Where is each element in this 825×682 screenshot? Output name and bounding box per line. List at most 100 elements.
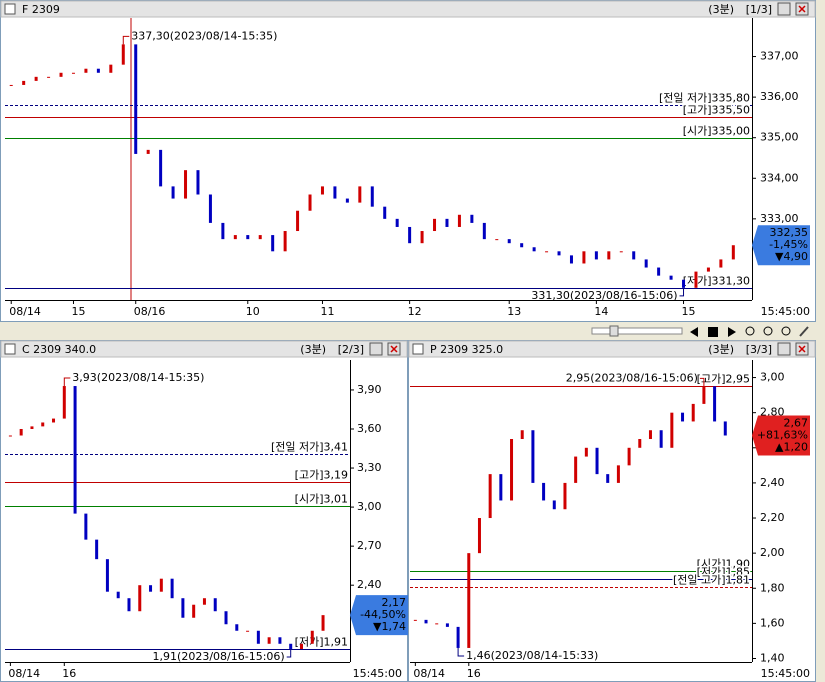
candle	[221, 222, 225, 240]
annotation: 1,91(2023/08/16-15:06)	[153, 650, 285, 663]
candle	[47, 76, 51, 78]
candle	[34, 76, 38, 81]
toolbar	[588, 324, 816, 340]
x-tick-label: 08/16	[134, 305, 166, 318]
reference-label: [전일 저가]335,80	[659, 91, 750, 105]
candle	[159, 149, 163, 187]
annotation-marker	[122, 35, 130, 45]
candle	[246, 235, 250, 240]
x-tick-label: 16	[467, 667, 481, 680]
close-icon	[390, 345, 398, 353]
price-label: 332,35	[770, 226, 809, 239]
annotation: 1,46(2023/08/14-15:33)	[466, 649, 598, 662]
candle	[196, 170, 200, 195]
candle	[333, 186, 337, 199]
reference-label: [전일 저가]3,41	[271, 440, 348, 454]
candle	[59, 72, 63, 77]
reference-label: [시가]3,01	[295, 493, 348, 506]
candle	[532, 247, 536, 252]
end-time-label: 15:45:00	[761, 305, 810, 318]
candle	[607, 251, 611, 260]
scroll-slider[interactable]	[591, 327, 683, 335]
candle	[669, 275, 673, 280]
candle	[256, 630, 260, 644]
settings-button[interactable]	[777, 2, 791, 16]
candle	[208, 194, 212, 223]
candle	[499, 474, 503, 501]
candle	[30, 426, 34, 429]
settings-button[interactable]	[777, 342, 791, 356]
candle	[433, 218, 437, 232]
zoom-reset[interactable]	[781, 326, 791, 336]
candle	[681, 412, 685, 422]
x-tick-label: 13	[507, 305, 521, 318]
annotation: 3,93(2023/08/14-15:35)	[72, 371, 204, 384]
price-box	[752, 225, 810, 266]
candle	[321, 615, 325, 631]
zoom-in[interactable]	[745, 326, 755, 336]
candle	[84, 513, 88, 540]
end-time-label: 15:45:00	[353, 667, 402, 680]
tool-button[interactable]	[799, 326, 809, 337]
candle	[456, 626, 460, 648]
y-tick-label: 3,30	[357, 461, 382, 474]
prev-button[interactable]	[690, 327, 698, 337]
candle	[192, 604, 196, 618]
candle	[644, 259, 648, 268]
x-tick-label: 11	[320, 305, 334, 318]
candle	[95, 539, 99, 560]
y-tick-label: 2,20	[760, 511, 785, 524]
candle	[563, 482, 567, 510]
candle	[457, 214, 461, 227]
end-time-label: 15:45:00	[761, 667, 810, 680]
next-button[interactable]	[728, 327, 736, 337]
candle	[96, 68, 100, 73]
change-pct-label: -1,45%	[769, 238, 808, 251]
change-label: ▼4,90	[775, 250, 808, 263]
x-tick-label: 08/14	[8, 667, 40, 680]
candle	[520, 430, 524, 440]
interval-label: (3분)	[300, 343, 326, 356]
candle	[545, 251, 549, 253]
candle	[146, 149, 150, 154]
candle	[202, 598, 206, 605]
candle	[22, 80, 26, 85]
page-label: [1/3]	[746, 3, 772, 16]
candle	[574, 456, 578, 483]
candle	[184, 170, 188, 199]
chart-title: F 2309	[22, 3, 60, 16]
checkbox[interactable]	[412, 343, 424, 355]
price-box	[752, 415, 810, 456]
candle	[713, 386, 717, 422]
y-tick-label: 337,00	[760, 50, 799, 63]
candle	[731, 245, 735, 260]
candle	[542, 482, 546, 501]
candle	[278, 637, 282, 644]
candle	[424, 619, 428, 624]
annotation: 337,30(2023/08/14-15:35)	[131, 29, 277, 42]
candle	[723, 421, 727, 436]
candle	[267, 637, 271, 644]
candle	[138, 585, 142, 612]
checkbox[interactable]	[4, 3, 16, 15]
candle	[121, 44, 125, 65]
y-tick-label: 3,00	[760, 371, 785, 384]
reference-label: [시가]335,00	[683, 125, 750, 138]
annotation: 331,30(2023/08/16-15:06)	[531, 289, 677, 302]
reference-label: [시가]1,90	[697, 558, 750, 571]
candle	[606, 474, 610, 483]
candle	[296, 210, 300, 232]
annotation-marker	[699, 377, 705, 387]
settings-button[interactable]	[369, 342, 383, 356]
y-tick-label: 334,00	[760, 171, 799, 184]
x-tick-label: 08/14	[9, 305, 41, 318]
checkbox[interactable]	[4, 343, 16, 355]
slider-thumb[interactable]	[609, 325, 619, 337]
close-icon	[798, 5, 806, 13]
candle	[719, 259, 723, 268]
y-tick-label: 1,40	[760, 651, 785, 664]
stop-button[interactable]	[708, 327, 718, 337]
zoom-out[interactable]	[763, 326, 773, 336]
